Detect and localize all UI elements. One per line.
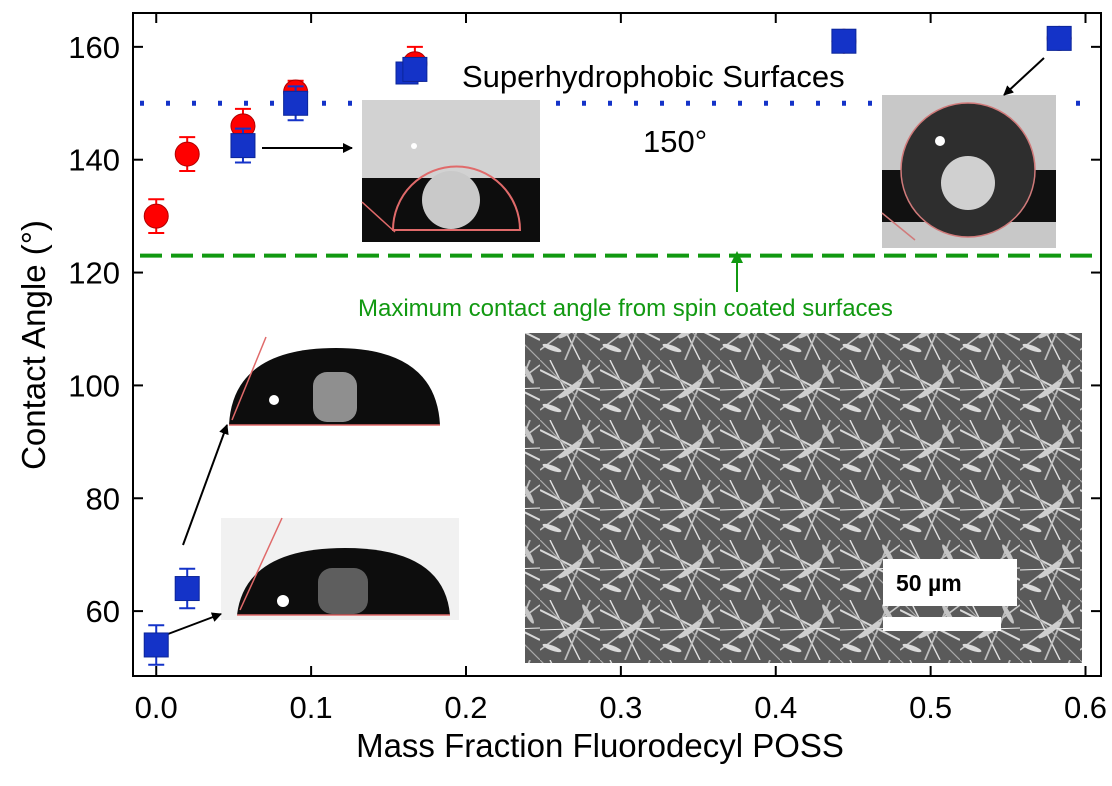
data-point-square	[831, 28, 857, 54]
x-axis: 0.0 0.1 0.2 0.3 0.4 0.5 0.6	[135, 13, 1107, 725]
annotation-arrows	[167, 57, 1045, 635]
data-point-square	[402, 56, 428, 82]
x-tick-label: 0.5	[909, 690, 952, 725]
x-tick-label: 0.2	[444, 690, 487, 725]
inset-droplet-bottom-left-lower	[221, 517, 459, 620]
data-point-square	[283, 90, 309, 116]
y-tick-label: 80	[86, 481, 120, 516]
y-axis-title: Contact Angle (°)	[15, 220, 52, 470]
y-tick-label: 60	[86, 594, 120, 629]
data-point-square	[1046, 25, 1072, 51]
x-tick-label: 0.6	[1064, 690, 1107, 725]
plot-frame	[132, 12, 1102, 677]
data-point-circle	[143, 203, 169, 229]
x-axis-title: Mass Fraction Fluorodecyl POSS	[356, 727, 844, 764]
data-point-square	[230, 133, 256, 159]
y-tick-label: 120	[68, 256, 120, 291]
scale-bar-label: 50 µm	[896, 570, 962, 596]
arrow-to-top-right-inset	[1003, 57, 1045, 96]
data-point-circle	[174, 141, 200, 167]
arrow-to-lower-left-inset	[167, 612, 222, 635]
threshold-150-label: 150°	[643, 124, 707, 159]
y-axis: 60 80 100 120 140 160	[68, 30, 1101, 629]
y-tick-label: 140	[68, 143, 120, 178]
x-tick-label: 0.0	[135, 690, 178, 725]
data-point-square	[143, 632, 169, 658]
data-point-square	[174, 576, 200, 602]
x-tick-label: 0.4	[754, 690, 797, 725]
y-tick-label: 100	[68, 368, 120, 403]
inset-droplet-top-right	[881, 95, 1056, 248]
y-tick-label: 160	[68, 30, 120, 65]
inset-sem-micrograph: 50 µm	[525, 333, 1082, 663]
scale-bar	[883, 617, 1001, 631]
x-tick-label: 0.3	[599, 690, 642, 725]
series-squares	[143, 25, 1072, 666]
spin-coat-label: Maximum contact angle from spin coated s…	[358, 295, 893, 322]
inset-droplet-top-middle	[361, 100, 540, 242]
superhydrophobic-label: Superhydrophobic Surfaces	[462, 59, 845, 94]
x-tick-label: 0.1	[290, 690, 333, 725]
inset-droplet-bottom-left-upper	[229, 336, 441, 430]
arrow-to-upper-left-inset	[182, 424, 229, 546]
